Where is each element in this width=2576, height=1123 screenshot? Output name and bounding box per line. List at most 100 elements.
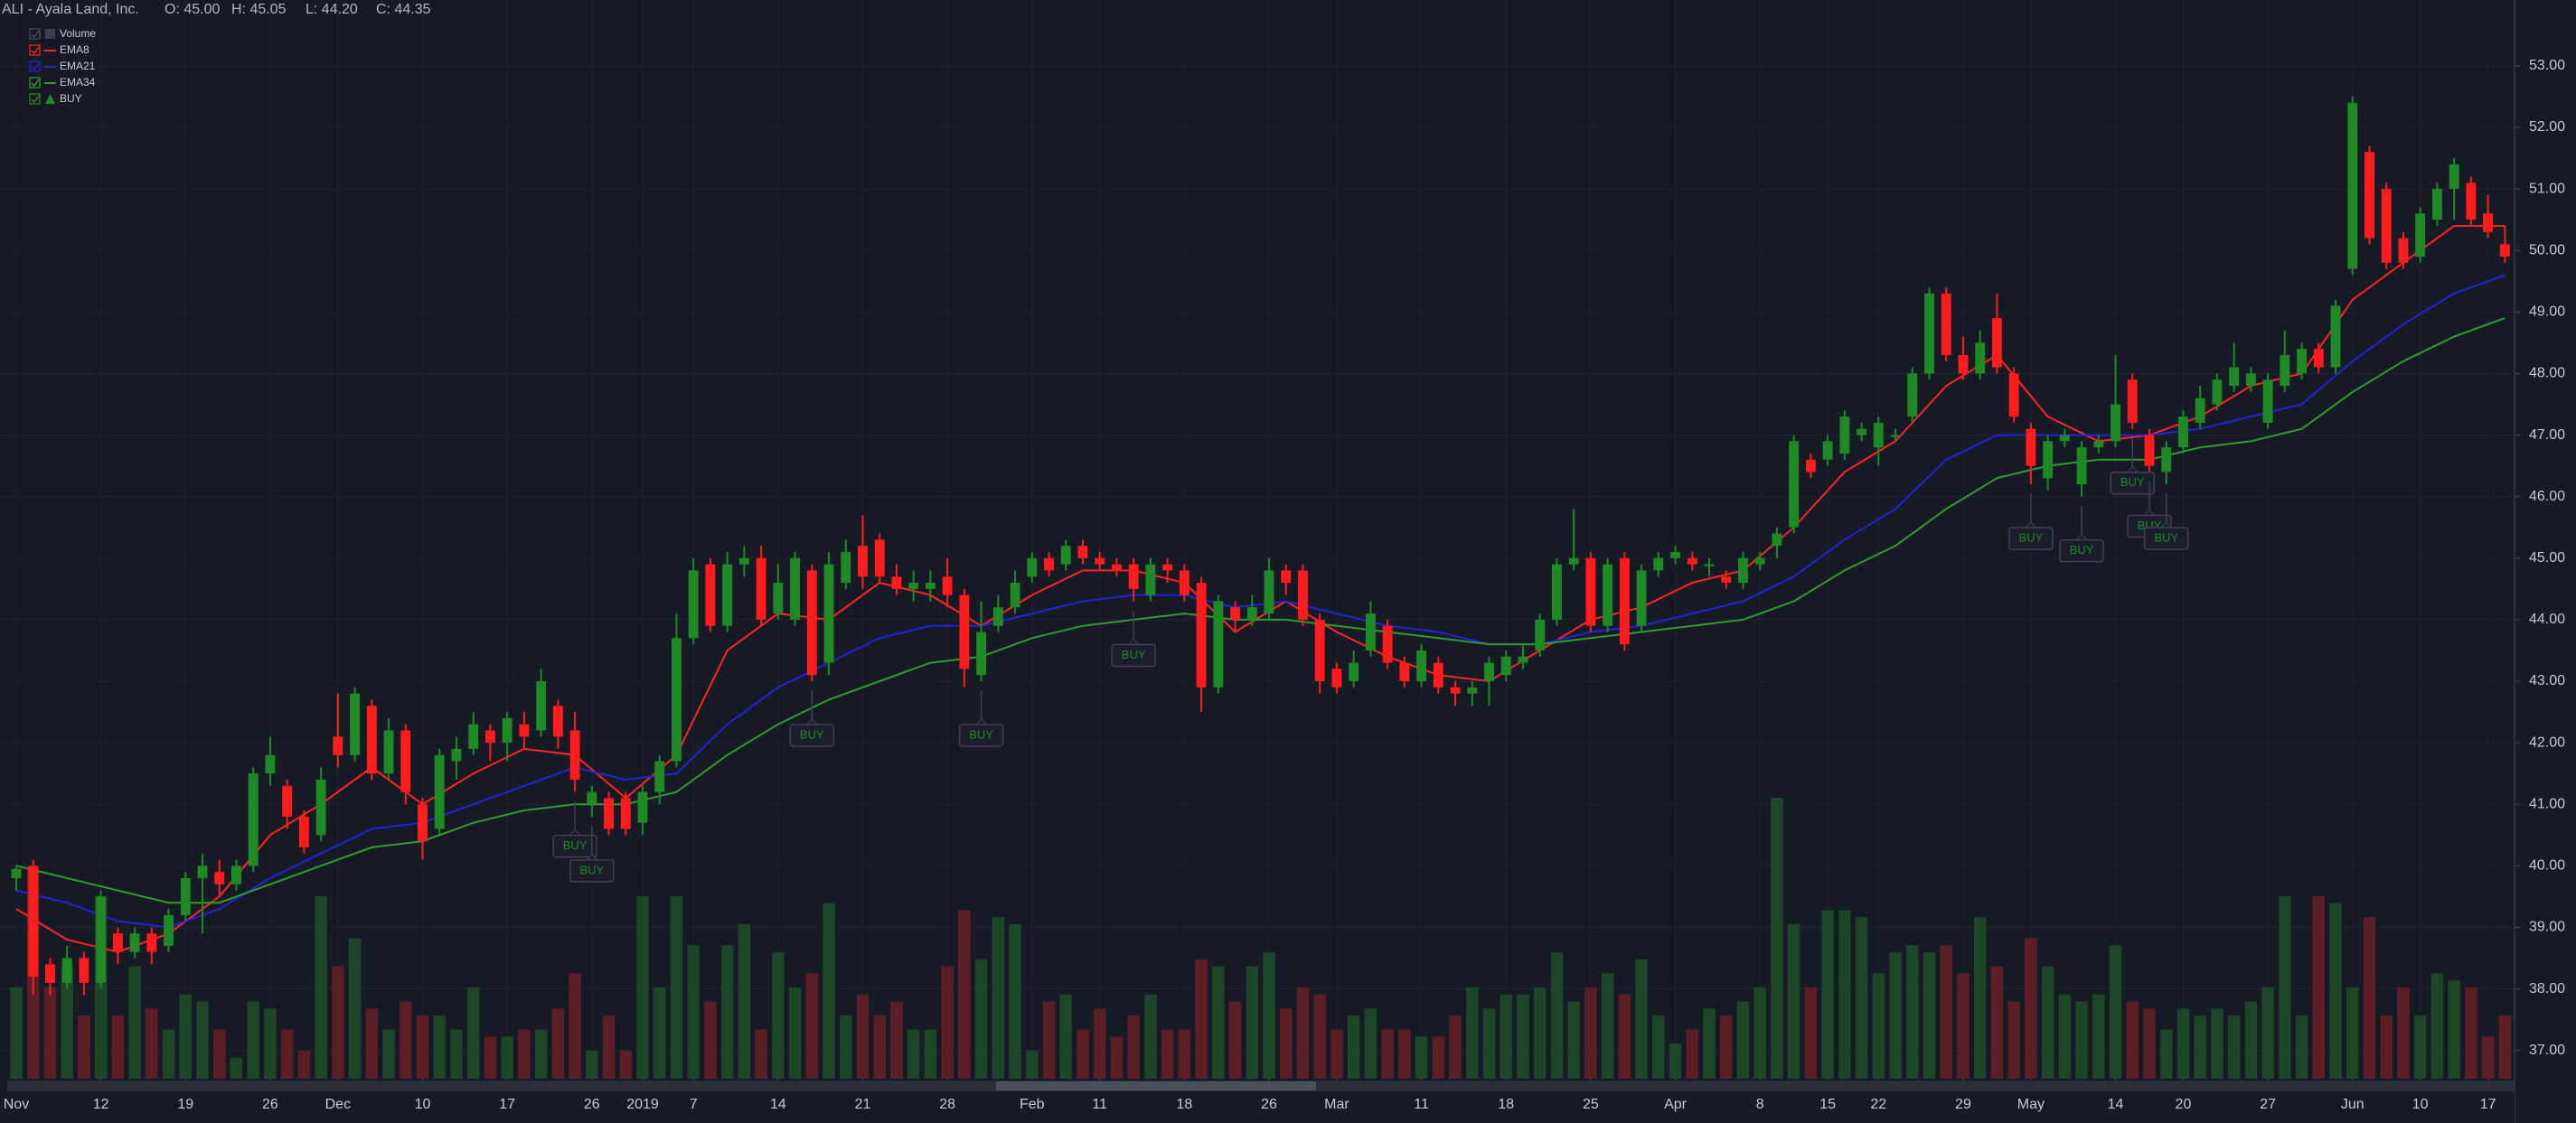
volume-bar — [1347, 1015, 1360, 1079]
volume-bar — [466, 987, 480, 1079]
ema-line — [15, 225, 2505, 953]
volume-bar — [2279, 895, 2291, 1079]
candle-body — [282, 785, 293, 817]
candle-body — [620, 798, 631, 829]
volume-bar — [1889, 952, 1902, 1079]
candle-body — [1873, 422, 1884, 448]
candle-layer — [11, 96, 2510, 996]
buy-marker: BUY — [1111, 610, 1156, 668]
volume-bar — [738, 923, 751, 1079]
candle-body — [790, 557, 801, 620]
x-tick-label: 2019 — [626, 1097, 659, 1112]
legend-label: BUY — [60, 92, 82, 105]
candle-body — [569, 730, 580, 780]
candle-body — [1314, 619, 1325, 681]
candle-body — [2026, 428, 2036, 466]
volume-bar — [534, 1029, 548, 1079]
x-tick-label: 7 — [690, 1097, 698, 1112]
buy-marker: BUY — [2059, 505, 2104, 563]
candle-body — [1738, 557, 1748, 584]
volume-bar — [2211, 1008, 2223, 1079]
candle-body — [756, 557, 766, 620]
candle-body — [2381, 189, 2392, 263]
volume-bar — [992, 917, 1005, 1079]
volume-bar — [280, 1029, 294, 1079]
ema-line — [15, 317, 2505, 904]
x-tick-label: 29 — [1955, 1097, 1971, 1112]
volume-bar — [518, 1029, 531, 1079]
volume-bar — [1398, 1029, 1411, 1079]
legend-checkbox[interactable] — [29, 93, 41, 105]
candle-body — [1754, 557, 1765, 565]
buy-pointer — [2025, 521, 2037, 529]
legend-checkbox[interactable] — [29, 77, 41, 89]
volume-bar — [348, 938, 362, 1079]
candle-body — [1822, 441, 1833, 460]
volume-bar — [1381, 1029, 1394, 1079]
candle-body — [61, 958, 72, 983]
buy-box — [2059, 538, 2104, 563]
candle-body — [2483, 213, 2494, 232]
scrollbar-thumb[interactable] — [996, 1081, 1316, 1090]
x-tick-label: 26 — [584, 1097, 600, 1112]
volume-bar — [1567, 1001, 1580, 1079]
volume-bar — [1533, 987, 1547, 1079]
volume-bar — [2295, 1015, 2308, 1079]
volume-bar — [1432, 1036, 1445, 1079]
ema-line — [15, 274, 2505, 929]
volume-bar — [1042, 1001, 1056, 1079]
y-tick-label: 49.00 — [2529, 304, 2565, 320]
volume-bar — [1228, 1001, 1242, 1079]
volume-bar — [2312, 895, 2326, 1079]
x-tick-label: Nov — [4, 1097, 29, 1112]
volume-bar — [1178, 1029, 1191, 1079]
volume-bar — [1957, 973, 1970, 1079]
axes-layer: 37.00 38.00 39.00 40.00 41.00 42.00 43.00 44.00… — [4, 58, 2565, 1112]
x-tick-label: Mar — [1324, 1097, 1349, 1112]
x-tick-label: 8 — [1756, 1097, 1764, 1112]
buy-box — [2110, 471, 2156, 495]
candle-body — [400, 730, 411, 792]
volume-bar — [2075, 1001, 2088, 1079]
volume-bar — [1652, 1015, 1665, 1079]
candle-body — [2178, 416, 2188, 448]
legend-checkbox[interactable] — [29, 44, 41, 56]
candle-body — [2212, 379, 2223, 405]
candle-body — [383, 730, 394, 774]
candle-body — [1619, 557, 1630, 645]
candle-body — [298, 816, 309, 847]
candle-body — [2262, 379, 2273, 423]
x-tick-label: 28 — [939, 1097, 955, 1112]
candle-body — [1772, 533, 1782, 547]
candle-body — [942, 576, 953, 595]
legend-checkbox[interactable] — [29, 61, 41, 72]
volume-bar — [1076, 1029, 1089, 1079]
candle-body — [2059, 435, 2070, 442]
candle-body — [2415, 213, 2426, 257]
candle-body — [672, 638, 682, 762]
legend-check — [31, 46, 40, 55]
candle-body — [1721, 576, 1732, 584]
candle-body — [146, 933, 157, 952]
legend-check — [31, 62, 40, 71]
y-tick-label: 41.00 — [2529, 796, 2565, 811]
volume-bar — [1601, 973, 1614, 1079]
candle-body — [1704, 564, 1715, 566]
candle-body — [2245, 373, 2256, 387]
candle-body — [992, 607, 1003, 626]
price-axis-panel — [2515, 0, 2576, 1123]
volume-bar — [416, 1015, 429, 1079]
volume-bar — [78, 1015, 90, 1079]
volume-bar — [1855, 917, 1868, 1079]
legend-checkbox[interactable] — [29, 28, 41, 40]
buy-marker: BUY — [2143, 493, 2189, 550]
buy-pointer — [975, 718, 987, 725]
y-tick-label: 43.00 — [2529, 673, 2565, 688]
volume-bar — [196, 1001, 209, 1079]
x-tick-label: 14 — [2108, 1097, 2124, 1112]
volume-bar — [551, 1008, 565, 1079]
candle-body — [722, 564, 733, 626]
candle-body — [604, 798, 614, 829]
